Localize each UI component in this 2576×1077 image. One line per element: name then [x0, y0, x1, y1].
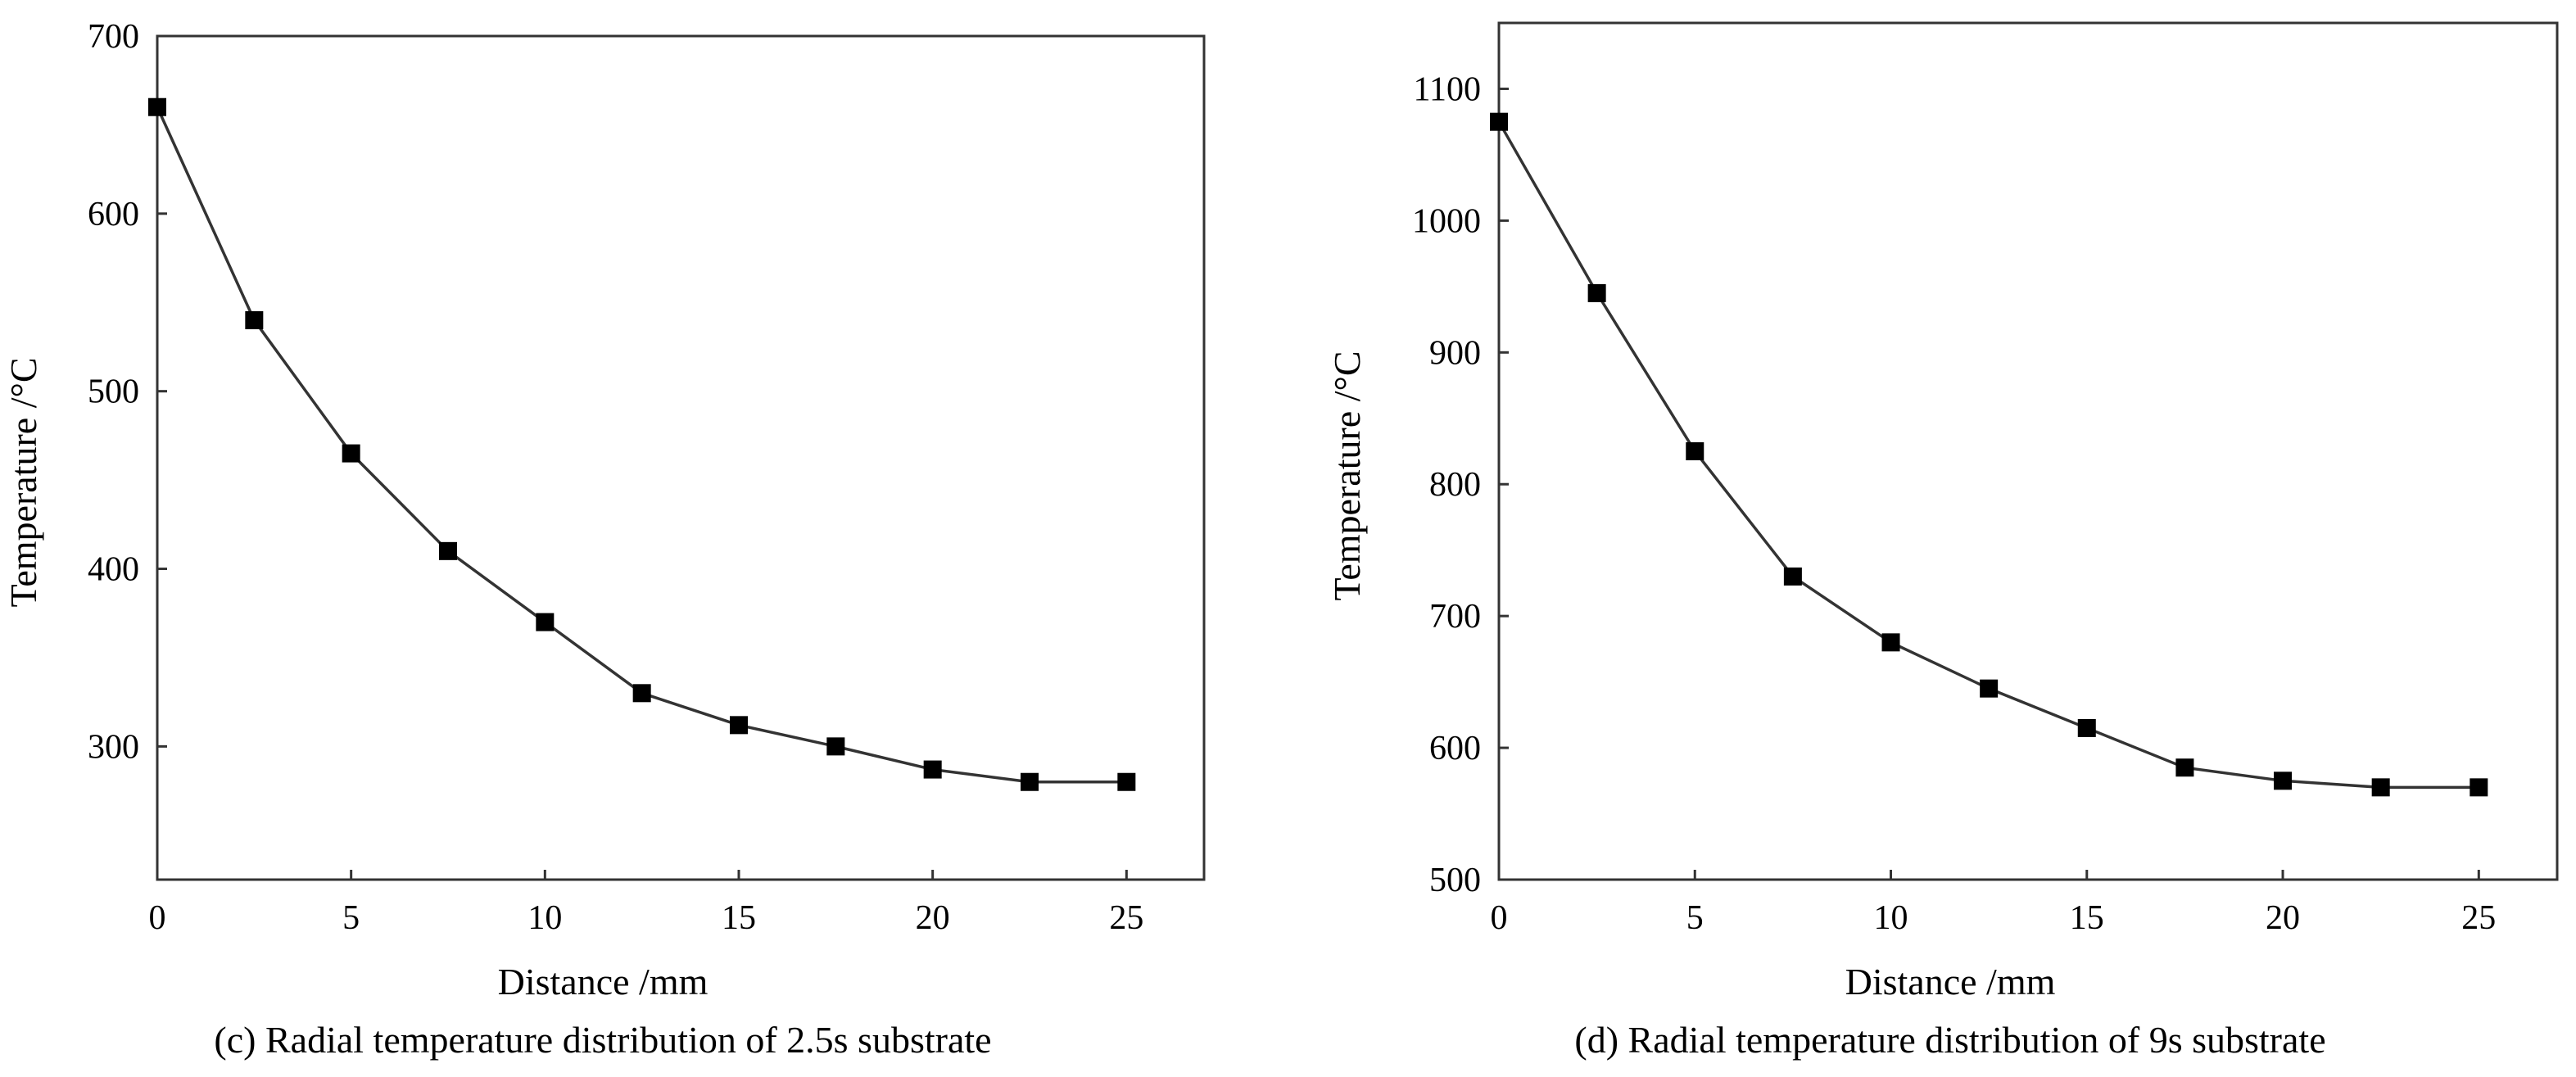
plot-frame [1497, 21, 2559, 881]
data-point-marker [730, 716, 748, 735]
data-point-marker [148, 97, 166, 116]
data-point-marker [245, 310, 264, 329]
chart-c: 300 400 500 600 700 0 5 10 15 20 25 Distance /mm Tem… [2, 18, 1206, 1061]
x-tick-label: 15 [722, 899, 756, 937]
y-axis-label: Temperature /°C [1326, 351, 1368, 600]
y-tick-label: 1100 [1414, 70, 1481, 108]
data-point-marker [923, 760, 942, 779]
plot-frame [156, 34, 1206, 881]
data-point-marker [632, 684, 651, 703]
x-tick-label: 5 [342, 899, 360, 937]
y-tick-label: 400 [88, 551, 139, 589]
y-tick-label: 600 [1429, 730, 1481, 767]
data-point-marker [342, 444, 360, 463]
y-tick-label: 900 [1429, 334, 1481, 372]
x-tick-label: 0 [1491, 899, 1508, 937]
data-point-marker [1881, 633, 1900, 652]
data-point-marker [826, 737, 845, 756]
y-tick-label: 500 [88, 373, 139, 411]
x-tick-label: 10 [1874, 899, 1908, 937]
series-line [156, 106, 1127, 784]
x-tick-label: 20 [916, 899, 950, 937]
data-point-marker [1490, 112, 1508, 131]
y-tick-label: 700 [88, 18, 139, 56]
data-point-marker [2371, 778, 2390, 797]
x-tick-label: 5 [1686, 899, 1704, 937]
y-tick-label: 300 [88, 728, 139, 766]
y-tick-label: 800 [1429, 466, 1481, 504]
x-axis-label: Distance /mm [498, 961, 709, 1002]
chart-caption: (c) Radial temperature distribution of 2… [214, 1019, 991, 1061]
data-point-marker [2175, 758, 2194, 777]
data-point-marker [1117, 772, 1136, 791]
x-axis-label: Distance /mm [1845, 961, 2056, 1002]
data-point-marker [439, 541, 457, 560]
y-tick-label: 1000 [1412, 202, 1481, 240]
y-tick-label: 500 [1429, 862, 1481, 899]
y-tick-label: 700 [1429, 598, 1481, 636]
x-tick-label: 25 [1109, 899, 1143, 937]
data-point-marker [1587, 283, 1606, 302]
chart-caption: (d) Radial temperature distribution of 9… [1574, 1019, 2325, 1061]
x-tick-label: 15 [2070, 899, 2104, 937]
data-point-marker [2077, 718, 2096, 737]
data-point-marker [1980, 679, 1999, 698]
x-tick-label: 10 [527, 899, 562, 937]
data-point-marker [1783, 567, 1802, 586]
data-point-marker [536, 613, 555, 631]
y-axis-label: Temperature /°C [2, 357, 44, 607]
data-point-marker [2470, 778, 2488, 797]
y-tick-label: 600 [88, 196, 139, 233]
data-point-marker [1686, 442, 1705, 460]
x-tick-label: 25 [2461, 899, 2496, 937]
x-tick-label: 20 [2266, 899, 2300, 937]
data-point-marker [1021, 772, 1039, 791]
x-tick-label: 0 [149, 899, 166, 937]
data-point-marker [2274, 772, 2293, 790]
chart-d: 500 600 700 800 900 1000 1100 0 5 10 15 20 25 Distanc… [1326, 21, 2559, 1061]
